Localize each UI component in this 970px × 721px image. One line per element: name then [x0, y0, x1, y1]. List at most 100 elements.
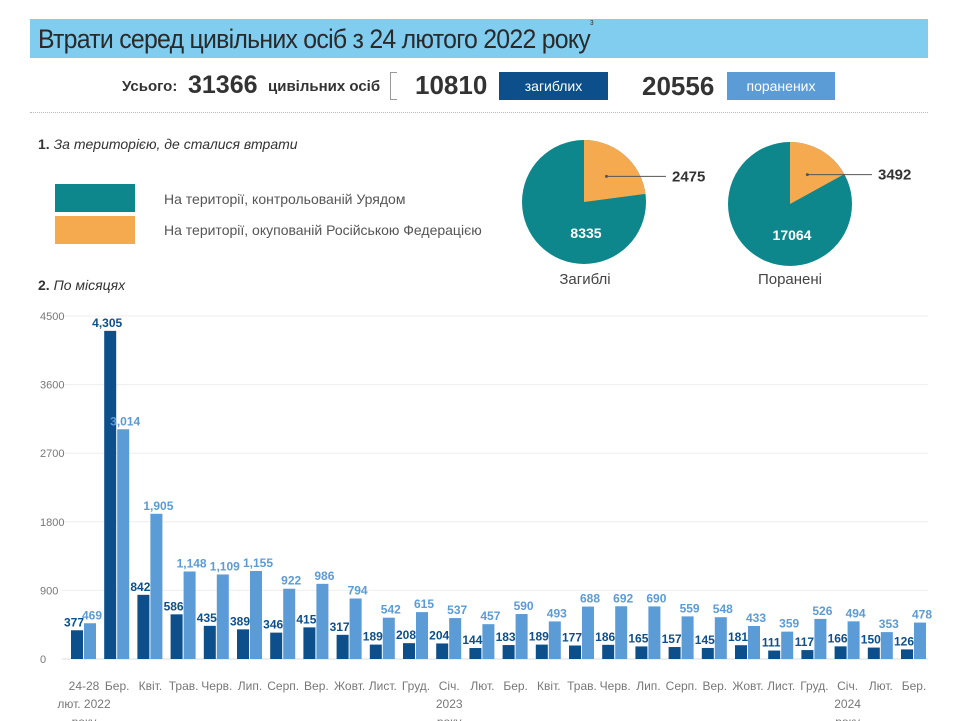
- x-tick-label: Трав.: [169, 679, 199, 693]
- x-tick-label: Трав.: [567, 679, 597, 693]
- bar-value-label: 181: [728, 630, 748, 644]
- bar-value-label: 415: [296, 612, 316, 626]
- bar-value-label: 794: [348, 583, 368, 597]
- bar-value-label: 548: [713, 602, 733, 616]
- bar-value-label: 542: [381, 603, 401, 617]
- pie-value-government: 8335: [570, 225, 601, 241]
- bar-injured: [216, 574, 229, 659]
- bar-injured: [781, 631, 794, 659]
- bar-injured: [748, 625, 760, 659]
- bar-killed: [635, 646, 648, 659]
- x-tick-label: 2023: [436, 697, 463, 711]
- y-tick-label: 1800: [40, 517, 64, 529]
- x-tick-label: Квіт.: [139, 679, 163, 693]
- bar-value-label: 457: [480, 609, 500, 623]
- x-tick-label: Лип.: [238, 679, 262, 693]
- bar-value-label: 494: [846, 606, 866, 620]
- bar-value-label: 615: [414, 597, 434, 611]
- bar-killed: [569, 645, 581, 659]
- bar-value-label: 590: [514, 599, 534, 613]
- bar-value-label: 559: [680, 601, 700, 615]
- bar-value-label: 493: [547, 606, 567, 620]
- x-tick-label: року: [437, 715, 462, 721]
- bar-killed: [469, 648, 482, 659]
- bar-value-label: 353: [879, 617, 899, 631]
- legend-label-occupied: На території, окупованій Російською Феде…: [164, 222, 482, 238]
- bar-killed: [701, 647, 714, 659]
- bar-killed: [668, 647, 681, 659]
- bar-injured: [250, 570, 262, 659]
- bar-killed: [801, 650, 814, 659]
- y-tick-label: 3600: [40, 380, 64, 392]
- bar-value-label: 177: [562, 631, 582, 645]
- injured-badge: поранених: [727, 72, 835, 100]
- bar-value-label: 690: [646, 591, 666, 605]
- legend-swatch-occupied: [55, 216, 135, 244]
- bar-value-label: 688: [580, 592, 600, 606]
- x-tick-label: Жовт.: [732, 679, 763, 693]
- bar-value-label: 359: [779, 617, 799, 631]
- bar-injured: [582, 606, 594, 659]
- bar-value-label: 317: [330, 620, 350, 634]
- x-tick-label: Квіт.: [537, 679, 561, 693]
- bar-value-label: 117: [795, 635, 815, 649]
- bar-killed: [203, 625, 216, 659]
- section2-heading: 2. По місяцях: [38, 277, 126, 293]
- bar-value-label: 922: [281, 574, 301, 588]
- pie-label-injured: Поранені: [757, 271, 823, 288]
- x-tick-label: 2024: [834, 697, 861, 711]
- bar-value-label: 150: [861, 633, 881, 647]
- bar-value-label: 346: [263, 618, 283, 632]
- x-tick-label: Лют.: [869, 679, 893, 693]
- bar-value-label: 189: [363, 630, 383, 644]
- bar-killed: [336, 634, 349, 659]
- bar-value-label: 1,148: [177, 556, 207, 570]
- bar-injured: [648, 606, 661, 659]
- bar-killed: [170, 614, 183, 659]
- bar-killed: [237, 629, 249, 659]
- x-tick-label: Січ.: [837, 679, 858, 693]
- bar-value-label: 986: [314, 569, 334, 583]
- pie-value-occupied: 2475: [672, 168, 705, 185]
- bar-killed: [137, 594, 150, 659]
- bar-killed: [901, 649, 913, 659]
- bar-killed: [768, 650, 781, 659]
- bar-value-label: 478: [912, 608, 932, 622]
- pie-value-occupied: 3492: [878, 167, 911, 184]
- x-tick-label: Лист.: [369, 679, 397, 693]
- bracket: [390, 72, 397, 100]
- x-tick-label: Січ.: [439, 679, 460, 693]
- x-tick-label: року: [72, 715, 97, 721]
- legend-swatch-government: [55, 184, 135, 212]
- bar-value-label: 165: [628, 631, 648, 645]
- bar-value-label: 166: [828, 631, 848, 645]
- x-tick-label: Лип.: [636, 679, 660, 693]
- bar-value-label: 144: [462, 633, 482, 647]
- bar-value-label: 189: [529, 630, 549, 644]
- bar-injured: [416, 612, 428, 659]
- x-tick-label: Вер.: [304, 679, 329, 693]
- legend-label-government: На території, контрольованій Урядом: [164, 191, 406, 207]
- bar-injured: [914, 622, 926, 659]
- section1-heading: 1. За територією, де сталися втрати: [38, 136, 298, 152]
- bar-killed: [270, 632, 283, 659]
- total-label: Усього:: [122, 78, 178, 95]
- bar-injured: [515, 614, 528, 659]
- x-tick-label: Бер.: [105, 679, 130, 693]
- bar-injured: [349, 598, 362, 659]
- bar-injured: [880, 632, 893, 659]
- bar-killed: [502, 645, 515, 659]
- bar-value-label: 526: [812, 604, 832, 618]
- x-tick-label: Черв.: [600, 679, 631, 693]
- killed-total: 10810: [415, 70, 488, 100]
- bar-value-label: 435: [197, 611, 217, 625]
- y-tick-label: 2700: [40, 448, 64, 460]
- bar-value-label: 111: [762, 636, 781, 650]
- footnote-marker[interactable]: 3: [589, 20, 594, 27]
- bar-killed: [303, 627, 316, 659]
- bar-value-label: 1,155: [243, 556, 273, 570]
- pie-charts: 2475 8335 3492 17064: [522, 140, 911, 266]
- bar-value-label: 377: [64, 615, 84, 629]
- bar-injured: [847, 621, 860, 659]
- y-tick-label: 0: [40, 654, 46, 666]
